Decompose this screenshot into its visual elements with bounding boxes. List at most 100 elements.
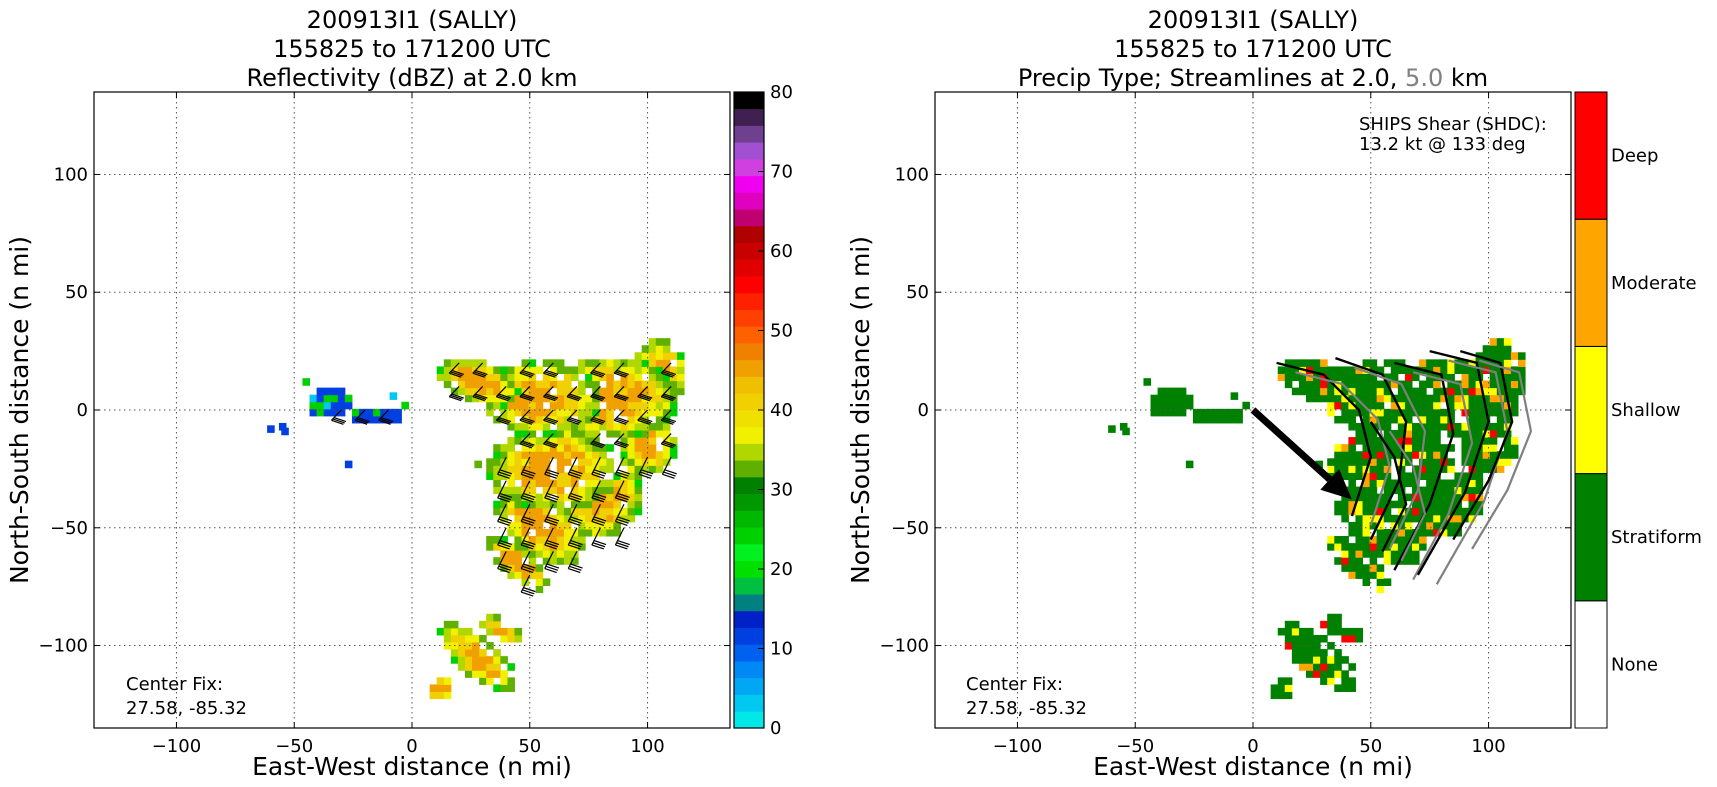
precip-type-cell: [1306, 670, 1314, 678]
reflectivity-cell: [549, 550, 558, 558]
left-center-fix-label: Center Fix:: [126, 674, 223, 695]
wind-barb-flag: [568, 497, 581, 503]
reflectivity-cell: [578, 366, 586, 374]
wind-barb-flag: [617, 469, 630, 475]
reflectivity-cell: [535, 437, 544, 445]
reflectivity-cell: [634, 387, 643, 396]
precip-type-cell: [1362, 472, 1371, 480]
precip-type-cell: [1404, 380, 1413, 389]
wind-barb-flag: [592, 369, 606, 376]
reflectivity-cell: [620, 493, 629, 502]
wind-barb-flag: [639, 471, 653, 477]
precip-type-cell: [1369, 564, 1378, 572]
wind-barb-flag: [545, 471, 559, 477]
reflectivity-cell: [457, 649, 466, 657]
reflectivity-cell: [493, 536, 501, 544]
precip-type-cell: [1327, 620, 1335, 629]
reflectivity-cell: [465, 627, 473, 636]
reflectivity-cell: [500, 366, 508, 374]
colorbar-segment: [734, 242, 764, 260]
precip-type-cell: [1489, 401, 1498, 410]
reflectivity-cell: [613, 422, 621, 431]
reflectivity-cell: [507, 415, 515, 424]
precip-type-cell: [1426, 486, 1434, 495]
precip-type-cell: [1306, 373, 1314, 382]
reflectivity-cell: [507, 634, 515, 643]
precip-type-cell: [1440, 444, 1448, 452]
wind-barb-flag: [497, 520, 510, 526]
category-swatch: [1574, 600, 1608, 729]
precip-type-cell: [1327, 408, 1335, 417]
precip-type-cell: [1235, 415, 1243, 424]
precip-type-cell: [1475, 394, 1484, 403]
reflectivity-cell: [571, 387, 579, 396]
precip-type-cell: [1426, 401, 1434, 410]
precip-type-cell: [1433, 359, 1441, 367]
reflectivity-cell: [606, 500, 614, 509]
colorbar-segment: [734, 92, 764, 110]
reflectivity-cell: [479, 670, 487, 678]
precip-type-cell: [1362, 444, 1371, 452]
precip-type-cell: [1496, 430, 1505, 438]
reflectivity-cell: [465, 656, 473, 664]
precip-type-cell: [1320, 366, 1328, 374]
reflectivity-cell: [493, 373, 501, 382]
precip-type-cell: [1348, 486, 1356, 495]
wind-barb-flag: [378, 419, 391, 425]
reflectivity-cell: [599, 479, 607, 488]
reflectivity-cell: [472, 380, 480, 389]
precip-type-cell: [1397, 528, 1406, 537]
wind-barb: [520, 456, 531, 475]
reflectivity-cell: [337, 401, 346, 410]
reflectivity-cell: [521, 451, 530, 459]
right-title-line-1: 200913I1 (SALLY): [1148, 6, 1359, 34]
reflectivity-cell: [465, 649, 473, 657]
reflectivity-cell: [563, 550, 572, 558]
reflectivity-cell: [457, 366, 466, 374]
precip-type-cell: [1348, 444, 1356, 452]
precip-type-cell: [1369, 521, 1378, 530]
reflectivity-cell: [549, 536, 558, 544]
reflectivity-cell: [556, 465, 565, 473]
wind-barb: [567, 551, 578, 569]
wind-barb-flag: [379, 418, 393, 424]
reflectivity-cell: [655, 373, 664, 382]
precip-type-cell: [1426, 430, 1434, 438]
precip-type-cell: [1433, 387, 1441, 396]
precip-type-cell: [1475, 479, 1484, 488]
reflectivity-cell: [556, 507, 565, 516]
reflectivity-cell: [528, 472, 537, 480]
precip-type-cell: [1355, 493, 1364, 502]
precip-type-cell: [1447, 521, 1455, 530]
reflectivity-cell: [514, 514, 523, 523]
precip-type-cell: [1412, 366, 1420, 374]
reflectivity-cell: [563, 507, 572, 516]
precip-type-cell: [1503, 408, 1512, 417]
reflectivity-cell: [472, 387, 480, 396]
precip-type-cell: [1475, 380, 1484, 389]
precip-type-cell: [1489, 373, 1498, 382]
precip-type-cell: [1306, 642, 1314, 650]
reflectivity-cell: [542, 578, 551, 586]
precip-type-cell: [1171, 387, 1180, 396]
reflectivity-cell: [563, 528, 572, 537]
reflectivity-cell: [542, 444, 551, 452]
precip-type-cell: [1376, 550, 1385, 558]
precip-type-cell: [1313, 394, 1321, 403]
reflectivity-cell: [486, 380, 494, 389]
wind-barb: [520, 574, 531, 593]
reflectivity-cell: [655, 359, 664, 367]
precip-type-cell: [1412, 373, 1420, 382]
precip-type-cell: [1200, 415, 1208, 424]
reflectivity-cell: [606, 514, 614, 523]
wind-barb-flag: [354, 419, 368, 425]
reflectivity-cell: [571, 536, 579, 544]
reflectivity-cell: [549, 479, 558, 488]
precip-type-cell: [1397, 493, 1406, 502]
wind-barb-flag: [544, 567, 557, 574]
precip-type-cell: [1362, 415, 1371, 424]
precip-type-cell: [1341, 444, 1349, 452]
colorbar-tick-label: 20: [770, 559, 793, 580]
precip-type-cell: [1277, 677, 1286, 685]
reflectivity-cell: [507, 422, 515, 431]
